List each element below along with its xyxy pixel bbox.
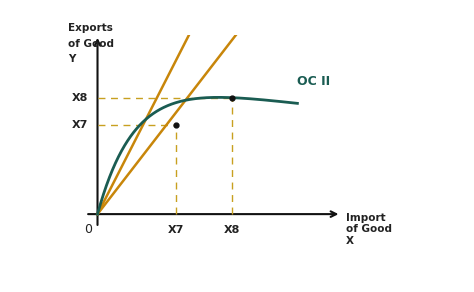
Text: 0: 0 <box>84 223 92 236</box>
Text: of Good: of Good <box>346 225 392 234</box>
Text: X8: X8 <box>223 225 240 235</box>
Text: X8: X8 <box>72 93 88 103</box>
Text: X: X <box>346 237 354 246</box>
Text: OC II: OC II <box>297 74 330 88</box>
Text: Import: Import <box>346 213 386 223</box>
Text: X7: X7 <box>167 225 184 235</box>
Text: Y: Y <box>68 54 76 64</box>
Text: Exports: Exports <box>68 23 113 33</box>
Text: of Good: of Good <box>68 39 114 49</box>
Text: X7: X7 <box>72 120 88 131</box>
